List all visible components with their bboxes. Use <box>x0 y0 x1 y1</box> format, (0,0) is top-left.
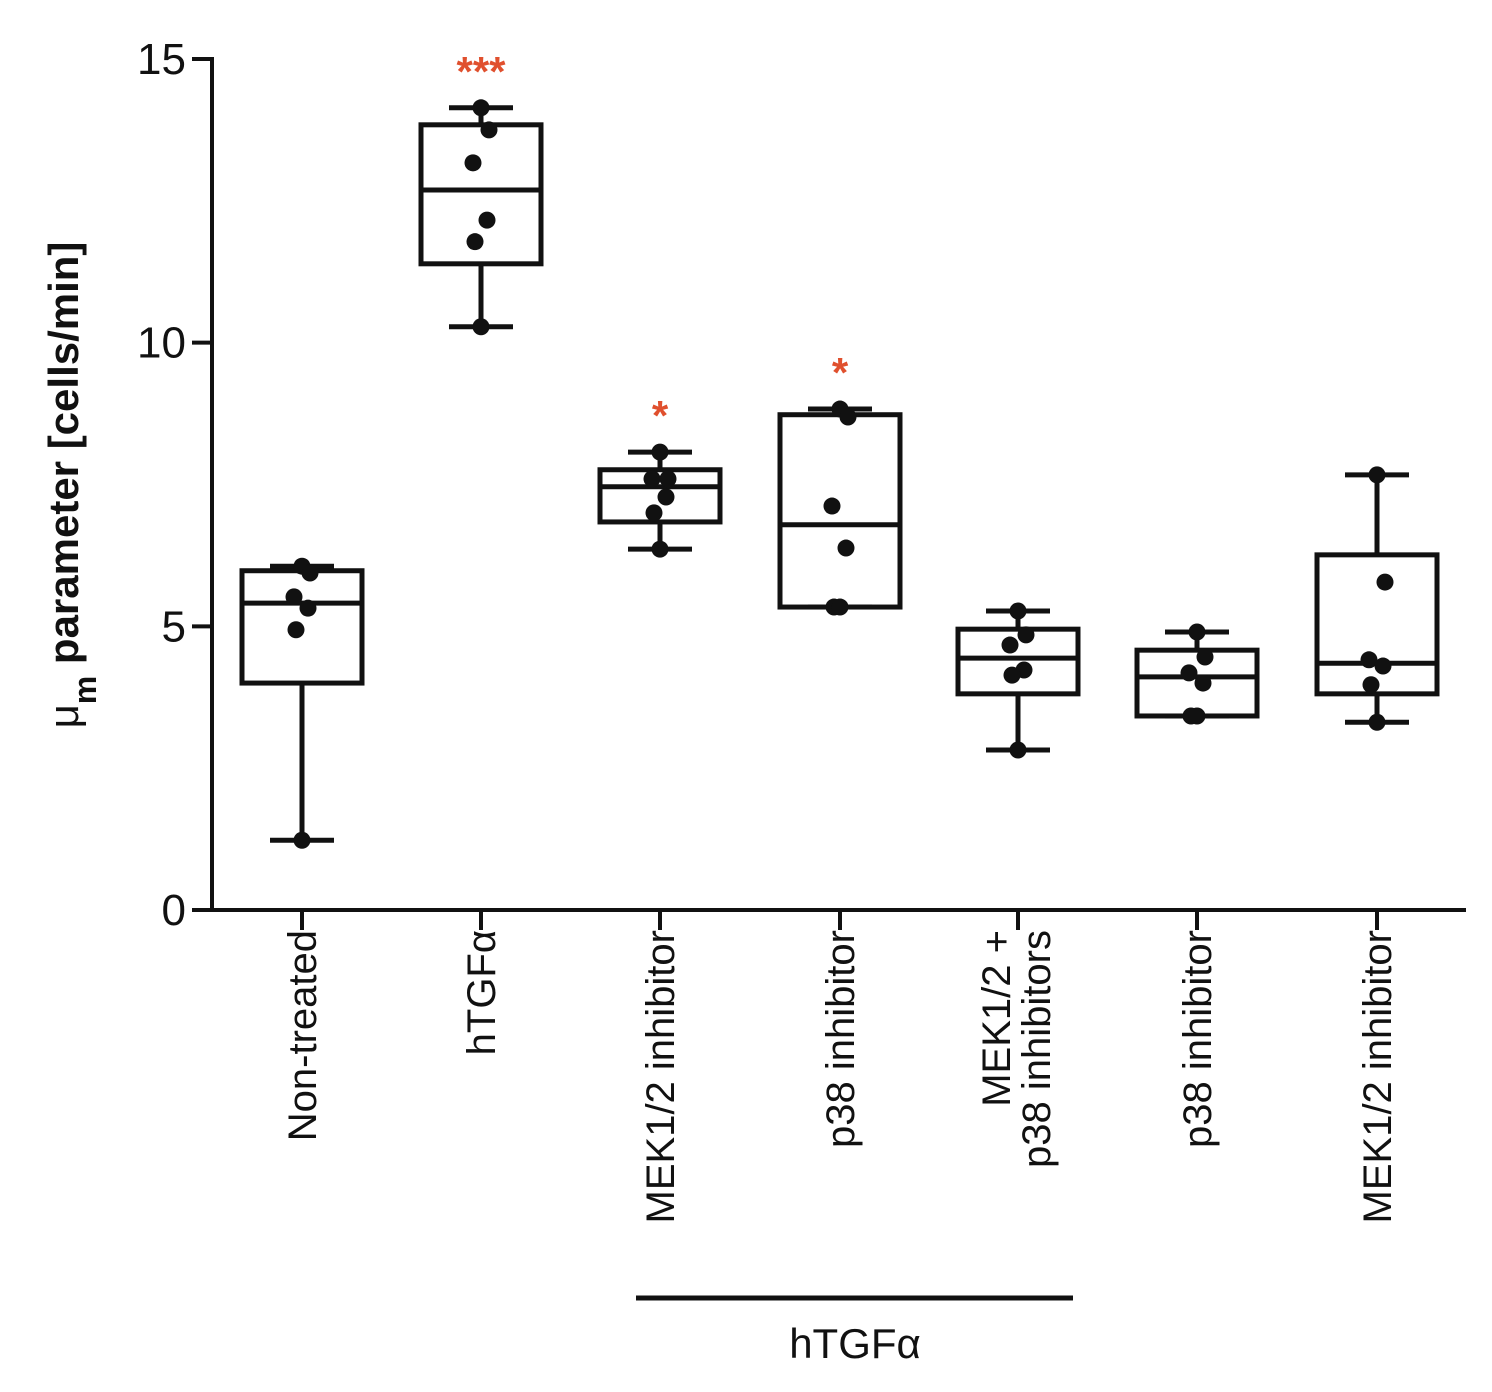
data-point <box>651 540 669 558</box>
y-tick-label: 5 <box>162 602 186 651</box>
significance-marker: * <box>652 392 669 439</box>
box-5 <box>1134 623 1260 725</box>
x-axis <box>210 908 1466 930</box>
data-point <box>1001 636 1019 654</box>
data-point <box>1362 676 1380 694</box>
data-point <box>823 497 841 515</box>
data-point <box>299 599 317 617</box>
data-point <box>285 588 303 606</box>
data-point <box>466 233 484 251</box>
iqr-box <box>1314 552 1440 697</box>
box-2: * <box>597 392 723 558</box>
data-point <box>472 318 490 336</box>
data-point <box>1360 651 1378 669</box>
data-point <box>1009 741 1027 759</box>
data-point <box>643 470 661 488</box>
y-axis: 0 5 10 15 <box>137 35 214 935</box>
category-label: p38 inhibitor <box>1176 930 1220 1148</box>
box-6 <box>1314 466 1440 731</box>
category-label: p38 inhibitors <box>1015 930 1059 1168</box>
category-label: MEK1/2 + <box>975 930 1019 1107</box>
data-point <box>839 408 857 426</box>
data-point <box>1009 602 1027 620</box>
category-label: p38 inhibitor <box>819 930 863 1148</box>
box-0 <box>239 557 365 849</box>
data-point <box>1194 674 1212 692</box>
data-point <box>831 598 849 616</box>
data-point <box>1017 626 1035 644</box>
data-point <box>1196 648 1214 666</box>
data-point <box>472 99 490 117</box>
data-point <box>837 539 855 557</box>
data-point <box>657 488 675 506</box>
data-point <box>1368 713 1386 731</box>
data-point <box>1374 657 1392 675</box>
data-point <box>651 443 669 461</box>
category-label: Non-treated <box>281 930 325 1141</box>
iqr-box <box>777 412 903 610</box>
significance-marker: *** <box>456 48 506 95</box>
category-labels: Non-treated hTGFα MEK1/2 inhibitor p38 inhi… <box>281 930 1400 1223</box>
iqr-box <box>597 467 723 525</box>
iqr-box <box>955 626 1081 697</box>
boxes: ***** <box>239 48 1440 849</box>
data-point <box>480 121 498 139</box>
category-label: hTGFα <box>460 930 504 1055</box>
data-point <box>301 564 319 582</box>
data-point <box>478 211 496 229</box>
data-point <box>645 504 663 522</box>
data-point <box>1188 707 1206 725</box>
data-point <box>1188 623 1206 641</box>
data-point <box>464 154 482 172</box>
iqr-box <box>418 122 544 267</box>
box-4 <box>955 602 1081 759</box>
y-tick-label: 0 <box>162 886 186 935</box>
data-point <box>1376 573 1394 591</box>
data-point <box>1180 664 1198 682</box>
y-axis-label: μm parameter [cells/min] <box>40 242 103 729</box>
category-label: MEK1/2 inhibitor <box>1356 930 1400 1223</box>
y-tick-label: 15 <box>137 35 186 84</box>
data-point <box>659 470 677 488</box>
box-3: * <box>777 349 903 616</box>
data-point <box>1368 466 1386 484</box>
y-tick-label: 10 <box>137 319 186 368</box>
significance-marker: * <box>832 349 849 396</box>
data-point <box>1003 666 1021 684</box>
data-point <box>293 831 311 849</box>
box-1: *** <box>418 48 544 336</box>
category-label: MEK1/2 inhibitor <box>639 930 683 1223</box>
group-bracket-label: hTGFα <box>789 1320 921 1367</box>
data-point <box>287 621 305 639</box>
